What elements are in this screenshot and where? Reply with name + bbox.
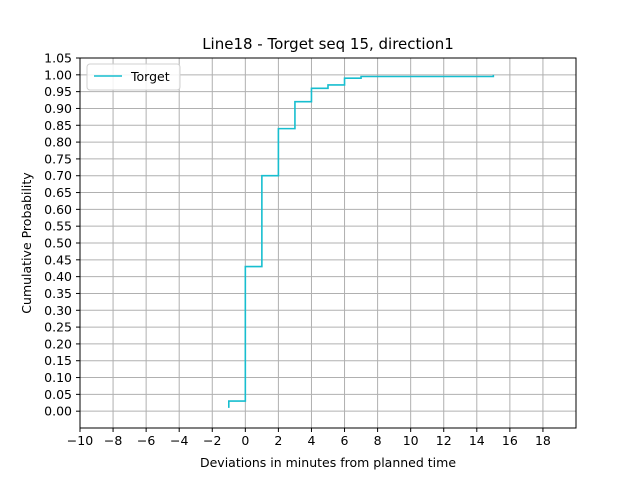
y-axis-label: Cumulative Probability [19,172,34,314]
x-tick-label: 0 [241,433,249,448]
y-tick-label: 0.75 [44,151,72,166]
x-ticks: −10 −8 −6 −4 −2 0 2 4 6 8 10 12 14 16 18 [67,428,551,448]
x-tick-label: −4 [170,433,188,448]
x-tick-label: 4 [307,433,315,448]
x-tick-label: 12 [436,433,452,448]
y-tick-label: 0.95 [44,84,72,99]
y-tick-label: 0.00 [44,404,72,419]
x-axis-label: Deviations in minutes from planned time [200,455,456,470]
x-tick-label: 8 [374,433,382,448]
y-ticks: 0.00 0.05 0.10 0.15 0.200.25 0.30 0.35 0.40 0.45… [44,51,80,419]
series-line [228,74,495,408]
y-tick-label: 0.55 [44,219,72,234]
y-tick-label: 0.90 [44,101,72,116]
x-tick-label: −6 [137,433,155,448]
y-tick-label: 0.50 [44,236,72,251]
y-tick-label: 0.15 [44,353,72,368]
y-tick-label: 0.10 [44,370,72,385]
y-tick-label: 1.05 [44,51,72,66]
x-tick-label: 10 [403,433,419,448]
y-tick-label: 0.65 [44,185,72,200]
legend-label: Torget [130,69,170,84]
y-tick-label: 1.00 [44,67,72,82]
y-tick-label: 0.35 [44,286,72,301]
x-tick-label: −10 [67,433,93,448]
y-tick-label: 0.45 [44,252,72,267]
x-tick-label: −2 [203,433,221,448]
series-layer [228,74,495,408]
chart-title: Line18 - Torget seq 15, direction1 [202,35,454,53]
legend: Torget [86,63,181,91]
y-tick-label: 0.20 [44,336,72,351]
y-tick-label: 0.80 [44,135,72,150]
y-tick-label: 0.85 [44,118,72,133]
x-tick-label: 2 [274,433,282,448]
y-tick-label: 0.30 [44,303,72,318]
y-tick-label: 0.25 [44,320,72,335]
y-tick-label: 0.05 [44,387,72,402]
x-tick-label: 14 [469,433,485,448]
x-tick-label: −8 [104,433,122,448]
legend-box [86,63,181,91]
y-tick-label: 0.60 [44,202,72,217]
x-tick-label: 18 [535,433,551,448]
x-tick-label: 16 [502,433,518,448]
y-tick-label: 0.40 [44,269,72,284]
x-tick-label: 6 [341,433,349,448]
y-tick-label: 0.70 [44,168,72,183]
